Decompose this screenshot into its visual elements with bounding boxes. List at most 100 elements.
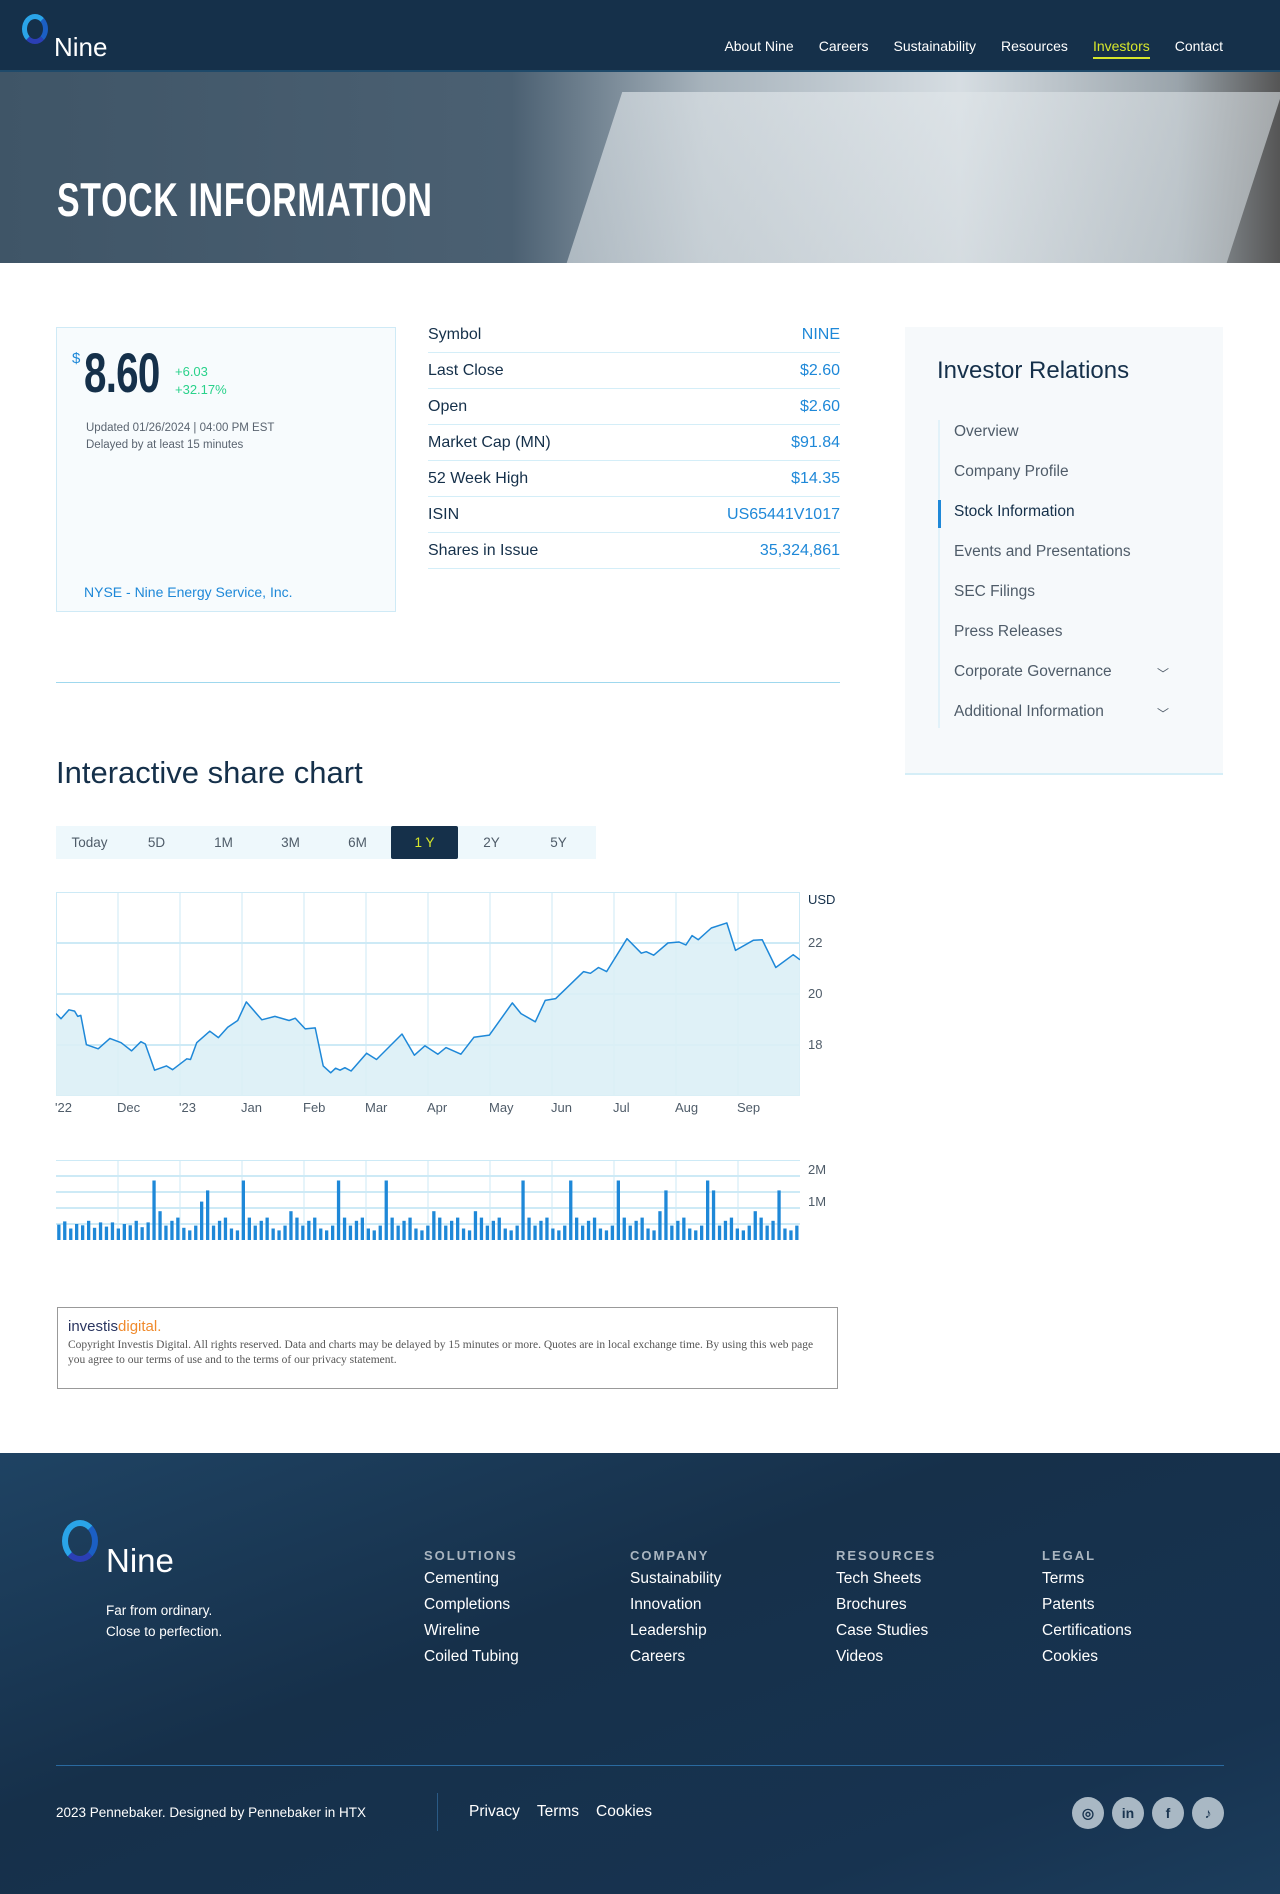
chevron-down-icon[interactable]: ﹀ [1157, 707, 1170, 721]
footer-link[interactable]: Sustainability [630, 1570, 722, 1587]
volume-bar [176, 1217, 180, 1240]
volume-bar [366, 1228, 370, 1240]
volume-bar [741, 1230, 745, 1240]
footer-link[interactable]: Certifications [1042, 1622, 1132, 1639]
linkedin-icon[interactable]: in [1112, 1797, 1144, 1829]
volume-bar [104, 1226, 109, 1240]
footer-link[interactable]: Case Studies [836, 1622, 929, 1639]
volume-chart[interactable]: 2M 1M [56, 1160, 856, 1242]
volume-bar [461, 1228, 466, 1240]
sidebar-item-sec-filings[interactable]: SEC Filings [954, 583, 1035, 600]
tiktok-icon[interactable]: ♪ [1192, 1797, 1224, 1829]
volume-bar [717, 1225, 722, 1240]
sidebar-item-overview[interactable]: Overview [954, 423, 1019, 440]
volume-bar [759, 1217, 763, 1240]
footer-link[interactable]: Cementing [424, 1570, 499, 1587]
volume-bar [497, 1217, 501, 1240]
range-5y[interactable]: 5Y [550, 835, 567, 850]
footer-column-heading: LEGAL [1042, 1548, 1097, 1563]
sidebar-item-press-releases[interactable]: Press Releases [954, 623, 1063, 640]
footer-link[interactable]: Tech Sheets [836, 1570, 922, 1587]
nav-careers[interactable]: Careers [818, 38, 869, 54]
footer-divider [56, 1765, 1224, 1766]
range-2y[interactable]: 2Y [483, 835, 500, 850]
delay-note: Delayed by at least 15 minutes [86, 439, 244, 451]
range-1y[interactable]: 1 Y [391, 826, 458, 859]
nav-about[interactable]: About Nine [724, 38, 794, 54]
sidebar-item-events[interactable]: Events and Presentations [954, 543, 1131, 560]
footer-link[interactable]: Cookies [1042, 1648, 1098, 1665]
nav-contact[interactable]: Contact [1174, 38, 1223, 54]
footer-link[interactable]: Terms [1042, 1570, 1085, 1587]
volume-bar [640, 1217, 644, 1240]
nav-resources[interactable]: Resources [1001, 38, 1068, 54]
volume-bar [152, 1180, 156, 1240]
range-selector: Today 5D 1M 3M 6M 1 Y 2Y 5Y [56, 826, 596, 859]
volume-bar [551, 1228, 555, 1240]
footer-link[interactable]: Wireline [424, 1622, 480, 1639]
range-6m[interactable]: 6M [348, 835, 367, 850]
volume-bar [229, 1228, 234, 1240]
logo[interactable]: Nine [22, 14, 107, 62]
x-tick-label: Sep [737, 1100, 761, 1115]
cookies-link[interactable]: Cookies [596, 1803, 653, 1820]
volume-bar [69, 1228, 73, 1240]
footer-link[interactable]: Completions [424, 1596, 511, 1613]
detail-value: $2.60 [799, 397, 840, 415]
volume-bar [444, 1225, 448, 1240]
updated-time: Updated 01/26/2024 | 04:00 PM EST [86, 422, 275, 434]
sidebar-item-company-profile[interactable]: Company Profile [954, 463, 1069, 480]
footer-bottom-links: Privacy Terms Cookies [469, 1803, 652, 1821]
footer-link[interactable]: Innovation [630, 1596, 702, 1613]
nav-investors[interactable]: Investors [1092, 38, 1150, 59]
logo-part: investis [68, 1318, 119, 1335]
privacy-link[interactable]: Privacy [469, 1803, 520, 1820]
footer-link[interactable]: Careers [630, 1648, 686, 1665]
volume-bar [354, 1220, 359, 1240]
footer-link[interactable]: Leadership [630, 1622, 707, 1639]
detail-value: US65441V1017 [727, 505, 840, 523]
range-1m[interactable]: 1M [214, 835, 233, 850]
volume-bar [485, 1225, 489, 1240]
price-chart-plot[interactable] [56, 892, 800, 1096]
facebook-icon[interactable]: f [1152, 1797, 1184, 1829]
volume-bar [438, 1217, 442, 1240]
volume-bar [563, 1225, 567, 1240]
volume-bar [735, 1228, 739, 1240]
volume-tick-2m: 2M [808, 1162, 827, 1177]
volume-bar [783, 1228, 787, 1240]
price-chart[interactable]: USD 18 20 22 '22 Dec '23 Jan Feb Mar Apr May Jun Ju… [55, 892, 856, 1132]
range-5d[interactable]: 5D [147, 835, 166, 850]
copyright: 2023 Pennebaker. Designed by Pennebaker … [56, 1805, 366, 1820]
volume-bar [63, 1221, 67, 1240]
volume-bar [432, 1211, 436, 1240]
footer-link[interactable]: Brochures [836, 1596, 907, 1613]
disclaimer-text: Copyright Investis Digital. All rights r… [68, 1339, 814, 1366]
sidebar-item-additional-information[interactable]: Additional Information [954, 703, 1104, 720]
volume-bar [253, 1225, 257, 1240]
volume-bar [473, 1211, 478, 1240]
range-3m[interactable]: 3M [281, 835, 300, 850]
detail-row-open: Open $2.60 [428, 389, 840, 425]
range-today[interactable]: Today [71, 835, 108, 850]
volume-bar [533, 1225, 537, 1240]
volume-bar [384, 1180, 388, 1240]
volume-bar [170, 1220, 174, 1240]
footer-link[interactable]: Patents [1042, 1596, 1095, 1613]
footer-logo[interactable]: Nine [62, 1520, 174, 1579]
volume-bar [622, 1217, 626, 1240]
exchange-link[interactable]: NYSE - Nine Energy Service, Inc. [84, 584, 293, 600]
sidebar-item-corporate-governance[interactable]: Corporate Governance [954, 663, 1112, 680]
page-title: STOCK INFORMATION [57, 173, 433, 226]
footer-link[interactable]: Coiled Tubing [424, 1648, 519, 1665]
chevron-down-icon[interactable]: ﹀ [1157, 667, 1170, 681]
volume-bar [57, 1224, 61, 1240]
footer-link[interactable]: Videos [836, 1648, 884, 1665]
instagram-icon[interactable]: ◎ [1072, 1797, 1104, 1829]
volume-bar [336, 1180, 341, 1240]
volume-chart-plot[interactable] [56, 1160, 800, 1242]
terms-link[interactable]: Terms [536, 1803, 580, 1820]
volume-bar [116, 1228, 120, 1240]
sidebar-item-stock-information[interactable]: Stock Information [954, 503, 1075, 520]
nav-sustainability[interactable]: Sustainability [893, 38, 977, 54]
